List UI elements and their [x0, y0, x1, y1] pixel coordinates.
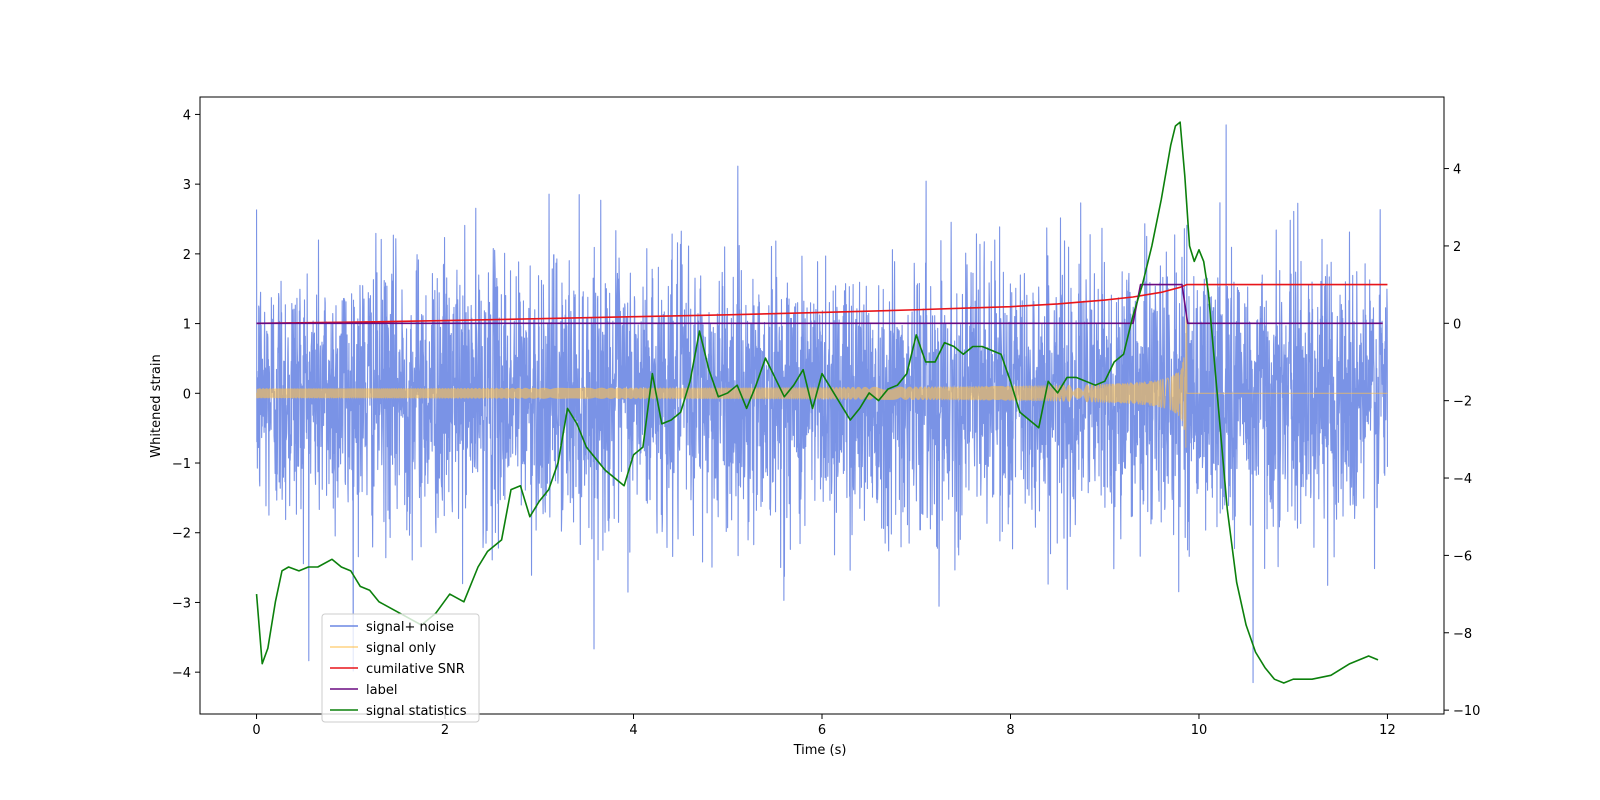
y-right-tick-label: −2: [1453, 395, 1472, 410]
legend-label: label: [366, 683, 397, 698]
series-line-signal-only: [256, 312, 1388, 448]
legend-label: cumilative SNR: [366, 662, 465, 677]
y-right-tick-label: −8: [1453, 627, 1472, 642]
y-right-tick-label: −10: [1453, 704, 1480, 719]
y-left-tick-label: 0: [183, 387, 191, 402]
y-left-tick-label: 1: [183, 318, 191, 333]
x-tick-label: 6: [818, 723, 826, 738]
y-left-tick-label: 3: [183, 178, 191, 193]
y-left-tick-label: −4: [172, 666, 191, 681]
legend: signal+ noise signal only cumilative SNR la…: [321, 613, 480, 723]
x-tick-label: 0: [252, 723, 260, 738]
x-tick-label: 8: [1006, 723, 1014, 738]
y-right-tick-label: 2: [1453, 240, 1461, 255]
y-right-tick-label: 0: [1453, 317, 1461, 332]
y-right-tick-label: 4: [1453, 163, 1461, 178]
series-line-label: [256, 283, 1383, 325]
legend-box: [321, 613, 480, 723]
series-line-signal-statistics: [255, 121, 1379, 684]
x-tick-label: 4: [629, 723, 637, 738]
x-tick-label: 2: [441, 723, 449, 738]
x-axis-label: Time (s): [793, 743, 847, 758]
series-line-cumilative-snr: [256, 283, 1388, 325]
y-left-tick-label: −3: [172, 596, 191, 611]
y-left-tick-label: −1: [172, 457, 191, 472]
x-tick-label: 10: [1191, 723, 1208, 738]
y-right-tick-label: −4: [1453, 472, 1472, 487]
y-right-axis: −10 −8 −6 −4 −2 0 2 4: [1444, 163, 1480, 719]
y-left-axis: −4 −3 −2 −1 0 1 2 3 4: [172, 108, 200, 681]
series-line-signal-noise: [256, 124, 1388, 684]
y-right-tick-label: −6: [1453, 549, 1472, 564]
y-left-tick-label: −2: [172, 527, 191, 542]
legend-label: signal+ noise: [366, 620, 454, 635]
y-left-tick-label: 4: [183, 108, 191, 123]
y-left-tick-label: 2: [183, 248, 191, 263]
y-axis-label: Whitened strain: [149, 354, 164, 457]
legend-label: signal statistics: [366, 704, 467, 719]
legend-label: signal only: [366, 641, 436, 656]
plot-area: [255, 121, 1388, 684]
x-tick-label: 12: [1379, 723, 1396, 738]
series-group: [255, 121, 1388, 684]
